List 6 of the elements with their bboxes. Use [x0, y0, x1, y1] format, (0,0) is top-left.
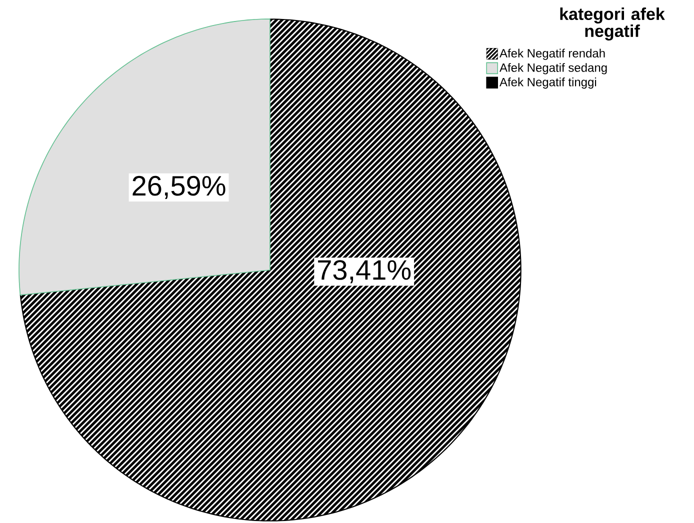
data-label: 73,41%: [318, 260, 411, 284]
legend-title: kategori afek negatif: [560, 8, 665, 40]
legend-label: Afek Negatif rendah: [500, 48, 605, 60]
legend-label: Afek Negatif tinggi: [500, 78, 596, 89]
data-label: 26,59%: [132, 176, 226, 200]
legend-label: Afek Negatif sedang: [500, 63, 607, 74]
